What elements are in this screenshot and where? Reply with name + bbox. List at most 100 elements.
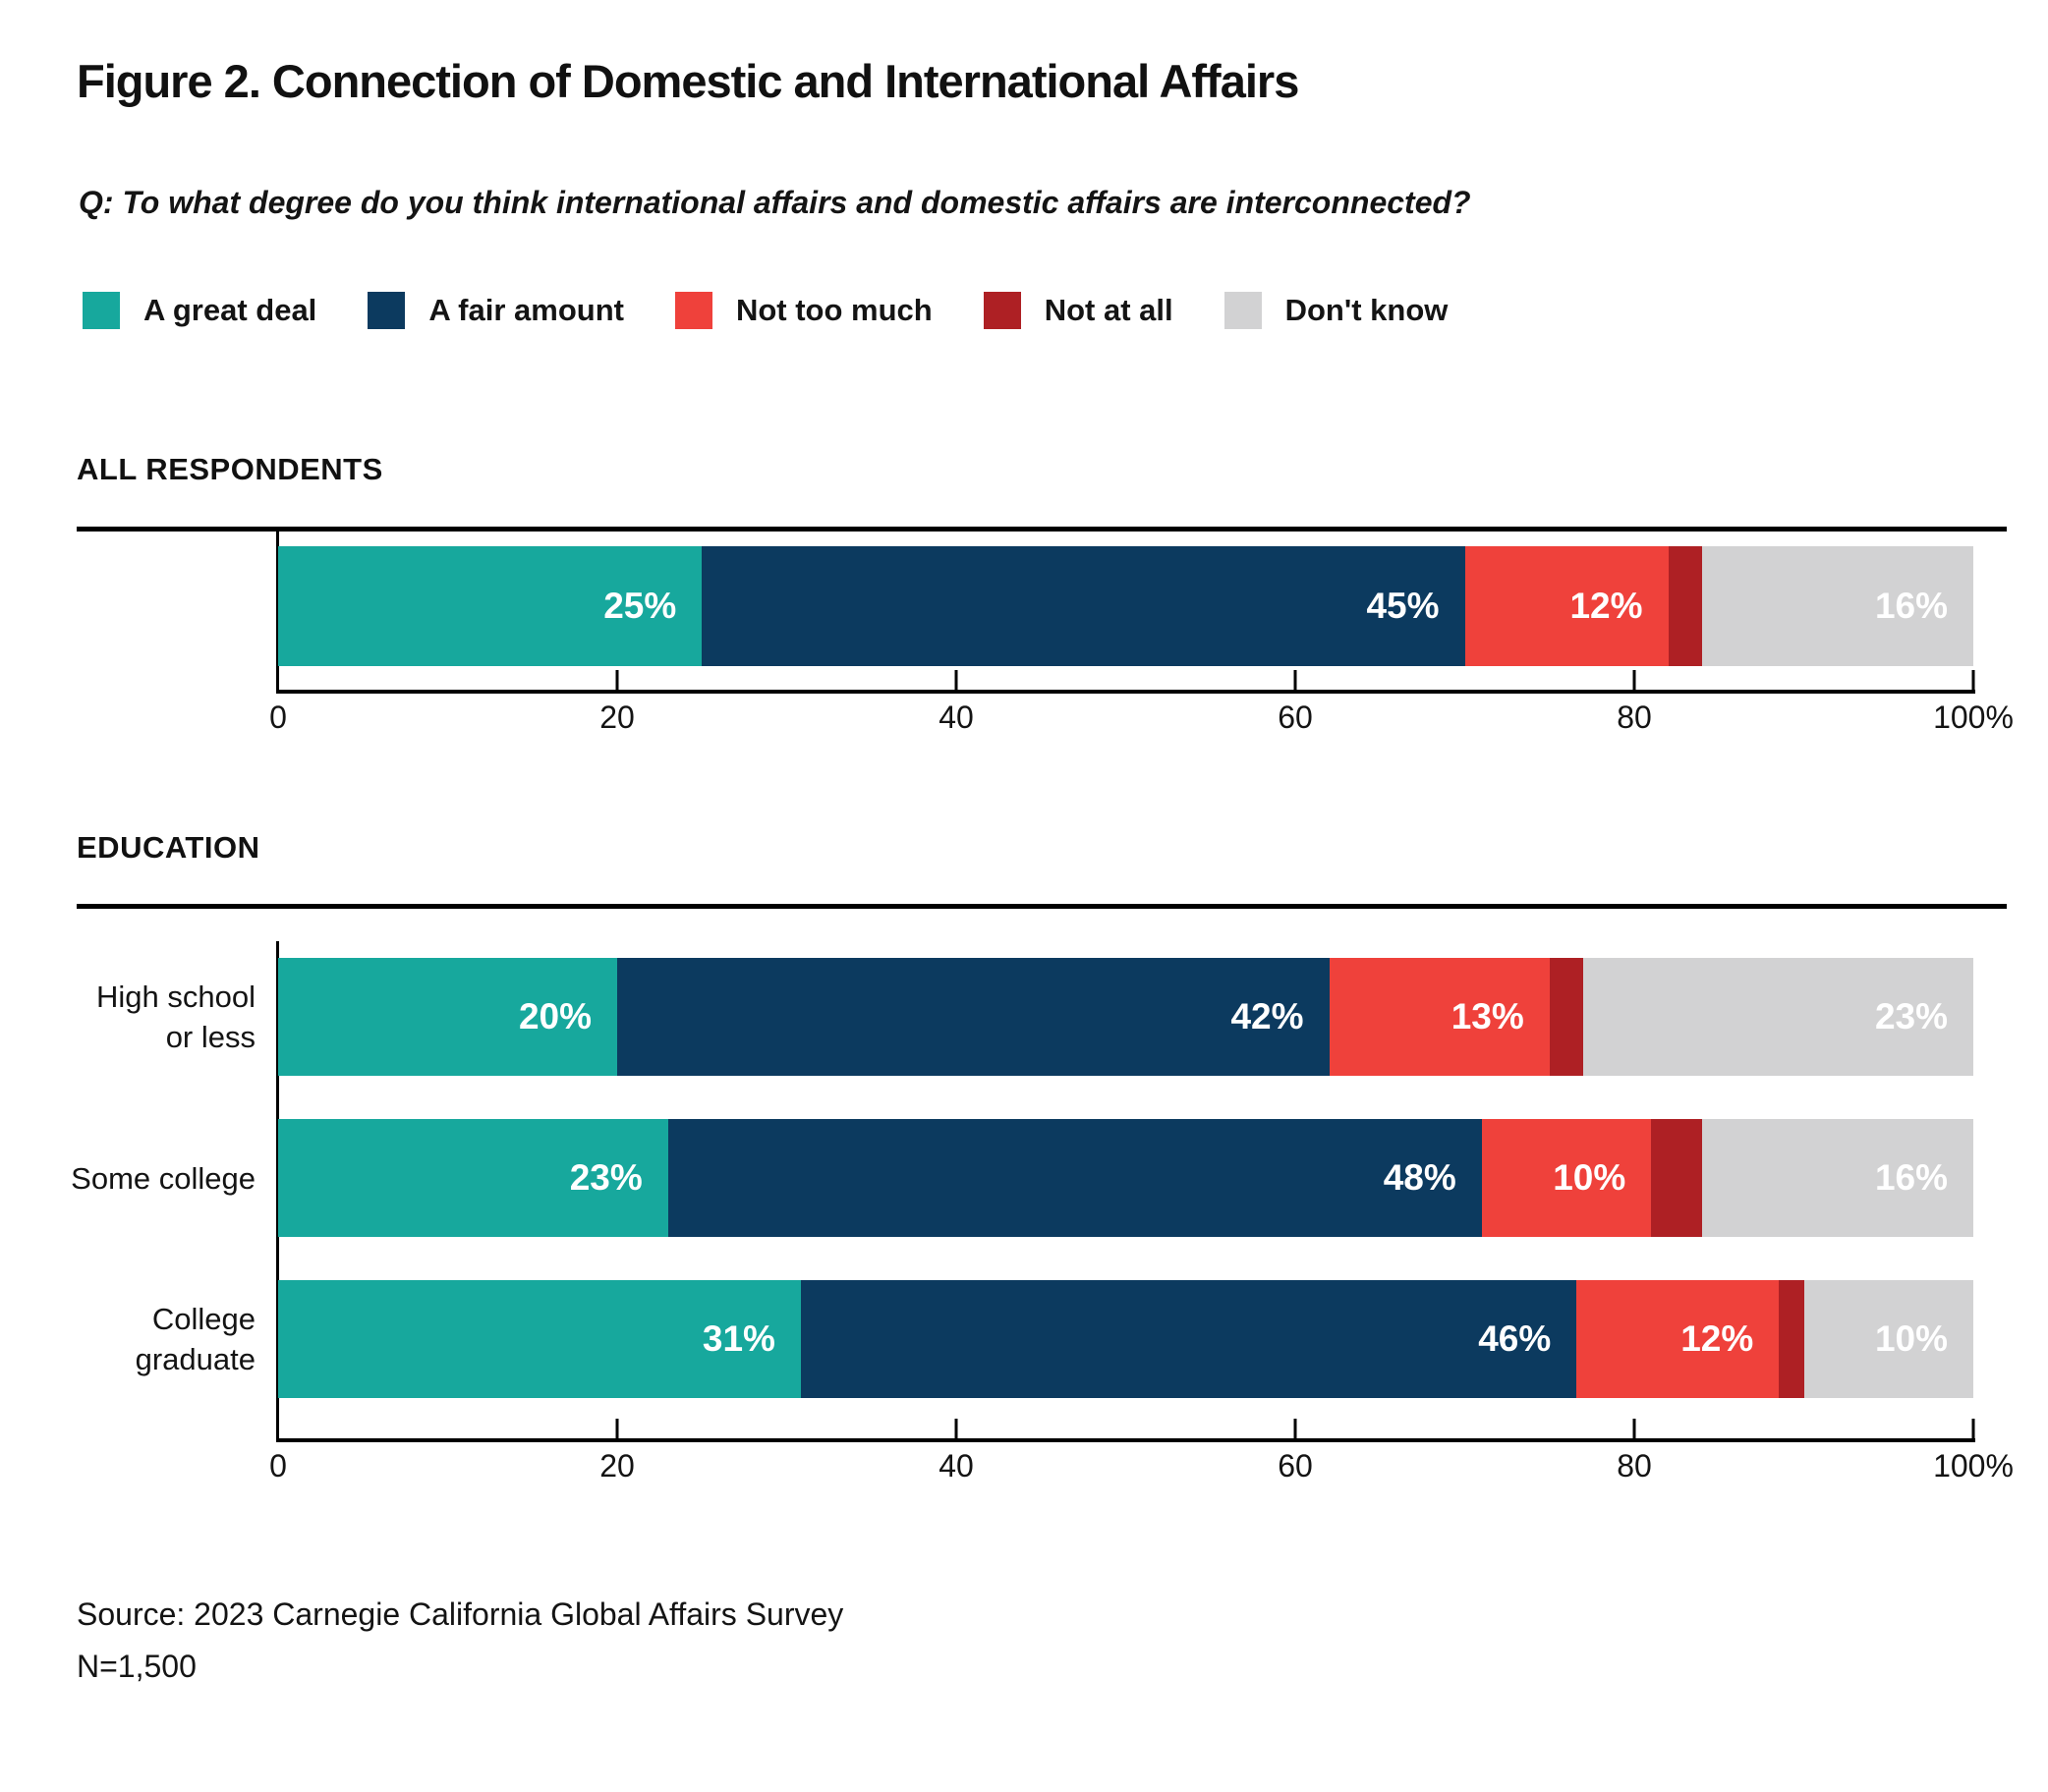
section-header-education: EDUCATION <box>77 830 260 865</box>
segment-a-fair-amount: 45% <box>702 546 1465 666</box>
legend: A great deal A fair amount Not too much Not… <box>83 292 1448 329</box>
category-label-line: Some college <box>71 1160 256 1196</box>
axis-tick <box>1632 670 1636 690</box>
segment-not-at-all <box>1779 1280 1805 1398</box>
y-axis-line <box>276 941 279 1442</box>
axis-tick-label: 100% <box>1933 1448 2014 1484</box>
segment-value-label: 31% <box>702 1318 775 1359</box>
axis-tick-label: 60 <box>1278 1448 1313 1484</box>
legend-item-a-fair-amount: A fair amount <box>368 292 624 329</box>
category-label-line: graduate <box>135 1342 256 1376</box>
section-header-all-respondents: ALL RESPONDENTS <box>77 452 383 486</box>
axis-tick-label: 20 <box>599 700 635 735</box>
category-label-high-school-or-less: High school or less <box>20 958 256 1076</box>
segment-value-label: 16% <box>1874 586 1948 626</box>
y-axis-line <box>276 531 279 694</box>
segment-not-too-much: 12% <box>1464 546 1669 666</box>
legend-item-don-t-know: Don't know <box>1223 292 1449 329</box>
chart-all-respondents: 25% 45% 12% 16% <box>278 546 1973 666</box>
segment-not-at-all <box>1549 958 1584 1076</box>
segment-value-label: 16% <box>1874 1157 1948 1198</box>
x-axis-all-respondents: 0 20 40 60 80 100% <box>269 670 2014 735</box>
axis-tick-label: 20 <box>599 1448 635 1484</box>
segment-value-label: 20% <box>518 996 592 1036</box>
figure-title: Figure 2. Connection of Domestic and Int… <box>77 55 1299 107</box>
segment-value-label: 25% <box>603 586 677 626</box>
axis-tick <box>1971 1419 1975 1438</box>
segment-value-label: 10% <box>1553 1157 1626 1198</box>
segment-value-label: 12% <box>1569 586 1643 626</box>
legend-label: Not at all <box>1044 293 1173 327</box>
axis-tick <box>954 670 958 690</box>
segment-a-great-deal: 31% <box>278 1280 801 1398</box>
segment-not-at-all <box>1668 546 1702 666</box>
legend-label: Don't know <box>1284 293 1449 327</box>
source-note: Source: 2023 Carnegie California Global … <box>77 1596 844 1632</box>
axis-tick-label: 40 <box>939 1448 974 1484</box>
survey-question: Q: To what degree do you think internati… <box>79 185 1471 220</box>
legend-label: Not too much <box>735 293 933 327</box>
axis-tick <box>1632 1419 1636 1438</box>
axis-tick-label: 0 <box>269 700 287 735</box>
legend-item-not-at-all: Not at all <box>983 292 1173 329</box>
bar-all-respondents: 25% 45% 12% 16% <box>278 546 1973 666</box>
segment-not-too-much: 10% <box>1481 1119 1652 1237</box>
x-axis-education: 0 20 40 60 80 100% <box>269 1419 2014 1484</box>
segment-a-great-deal: 25% <box>278 546 703 666</box>
segment-value-label: 48% <box>1383 1157 1456 1198</box>
segment-value-label: 23% <box>1874 996 1948 1036</box>
x-axis-line <box>278 1438 1975 1442</box>
segment-value-label: 46% <box>1478 1318 1552 1359</box>
axis-tick-label: 40 <box>939 700 974 735</box>
segment-a-fair-amount: 48% <box>667 1119 1482 1237</box>
axis-tick-label: 80 <box>1617 1448 1652 1484</box>
bar-high-school-or-less: 20% 42% 13% 23% <box>278 958 1973 1076</box>
chart-education: 20% 42% 13% 23% 23% 48% 10% 16% 31% 46% 12% 10% <box>278 958 1973 1441</box>
legend-item-a-great-deal: A great deal <box>83 292 316 329</box>
category-label-college-graduate: College graduate <box>20 1280 256 1398</box>
category-label-some-college: Some college <box>20 1119 256 1237</box>
segment-don-t-know: 16% <box>1702 1119 1973 1237</box>
legend-swatch-not-too-much <box>674 292 712 329</box>
segment-not-too-much: 12% <box>1576 1280 1780 1398</box>
axis-tick <box>1293 670 1297 690</box>
segment-value-label: 13% <box>1451 996 1524 1036</box>
section-rule <box>77 527 2007 532</box>
category-label-line: or less <box>165 1020 256 1054</box>
segment-a-fair-amount: 46% <box>800 1280 1577 1398</box>
axis-tick <box>1971 670 1975 690</box>
sample-size-note: N=1,500 <box>77 1649 197 1684</box>
axis-tick-label: 80 <box>1617 700 1652 735</box>
axis-tick <box>954 1419 958 1438</box>
segment-don-t-know: 10% <box>1804 1280 1973 1398</box>
bar-some-college: 23% 48% 10% 16% <box>278 1119 1973 1237</box>
axis-tick <box>615 1419 619 1438</box>
segment-not-at-all <box>1651 1119 1702 1237</box>
legend-label: A fair amount <box>428 293 624 327</box>
segment-not-too-much: 13% <box>1329 958 1550 1076</box>
legend-item-not-too-much: Not too much <box>674 292 933 329</box>
segment-value-label: 23% <box>569 1157 643 1198</box>
legend-swatch-a-great-deal <box>83 292 120 329</box>
axis-tick <box>615 670 619 690</box>
axis-tick-label: 100% <box>1933 700 2014 735</box>
segment-value-label: 45% <box>1366 586 1440 626</box>
axis-tick-label: 60 <box>1278 700 1313 735</box>
legend-label: A great deal <box>143 293 317 327</box>
segment-don-t-know: 16% <box>1702 546 1973 666</box>
legend-swatch-a-fair-amount <box>368 292 406 329</box>
legend-swatch-don-t-know <box>1223 292 1262 329</box>
segment-value-label: 42% <box>1230 996 1304 1036</box>
x-axis-line <box>278 690 1975 694</box>
legend-swatch-not-at-all <box>983 292 1021 329</box>
category-label-line: High school <box>96 980 256 1014</box>
axis-tick <box>1293 1419 1297 1438</box>
segment-a-great-deal: 20% <box>278 958 617 1076</box>
segment-value-label: 10% <box>1874 1318 1948 1359</box>
segment-value-label: 12% <box>1680 1318 1754 1359</box>
category-label-line: College <box>151 1302 256 1336</box>
segment-a-great-deal: 23% <box>278 1119 668 1237</box>
segment-a-fair-amount: 42% <box>617 958 1330 1076</box>
segment-don-t-know: 23% <box>1583 958 1973 1076</box>
